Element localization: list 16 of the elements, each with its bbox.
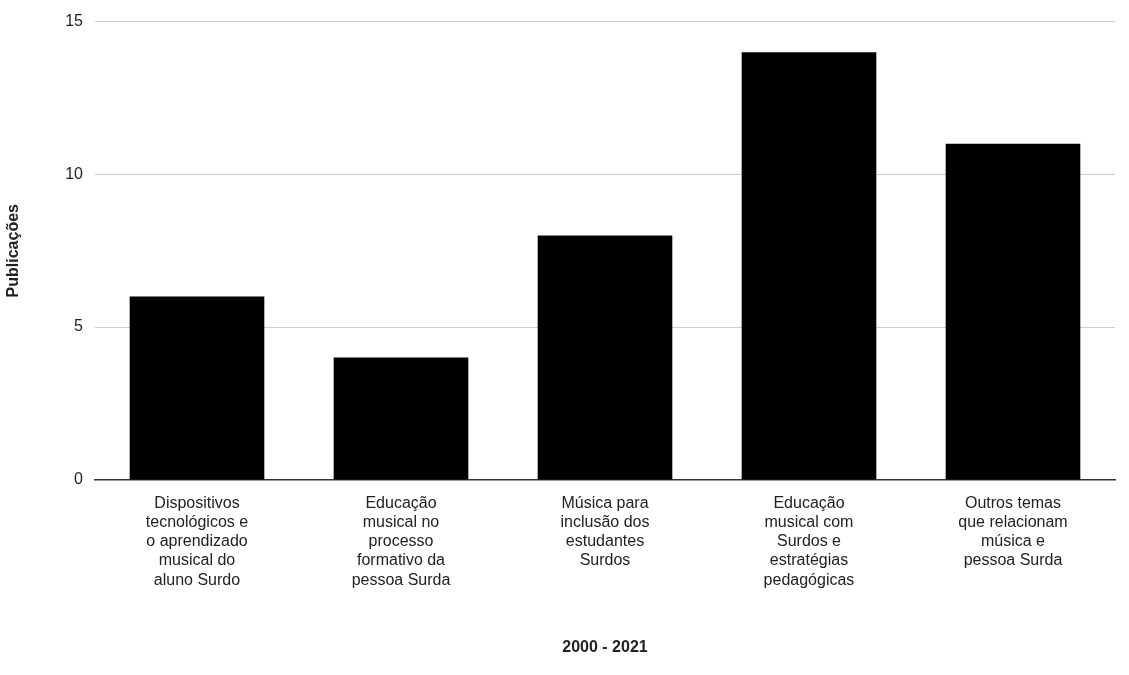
y-tick-label: 15 (65, 12, 84, 30)
x-tick-label: Educação musical com Surdos e estratégias pedagógicas (763, 493, 855, 588)
y-tick-label: 0 (74, 470, 84, 488)
x-tick-label: Dispositivos tecnológicos e o aprendizado musical do aluno Surdo (145, 493, 249, 588)
x-axis-title: 2000 - 2021 (562, 637, 648, 655)
y-tick-label: 5 (74, 317, 84, 335)
x-tick-label: Educação musical no processo formativo da pessoa Surda (351, 493, 451, 588)
bar (945, 143, 1081, 480)
x-tick-label: Música para inclusão dos estudantes Surdos (560, 493, 650, 569)
bar (333, 357, 469, 480)
bar (129, 296, 265, 480)
y-tick-label: 10 (65, 164, 84, 182)
bar (741, 52, 877, 480)
y-axis-title: Publicações (4, 203, 22, 298)
x-tick-label: Outros temas que relacionam música e pessoa Surda (958, 493, 1068, 569)
bar (537, 235, 673, 480)
